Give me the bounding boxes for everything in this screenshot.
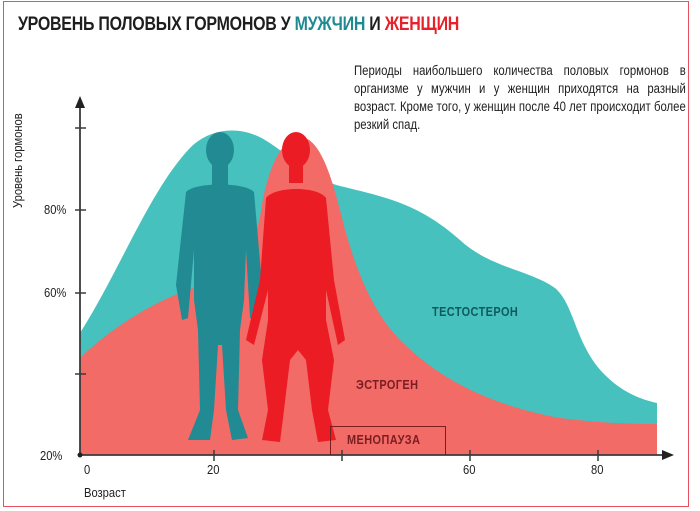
female-silhouette: [246, 132, 345, 442]
chart-title: УРОВЕНЬ ПОЛОВЫХ ГОРМОНОВ У МУЖЧИН И ЖЕНЩ…: [18, 14, 459, 36]
x-ticks: [213, 450, 599, 461]
x-axis-arrow-icon: [662, 450, 674, 460]
menopause-box: [330, 426, 446, 455]
y-tick-60: 60%: [44, 285, 67, 300]
x-tick-20: 20: [207, 462, 220, 477]
x-axis-label: Возраст: [84, 485, 126, 500]
chart-description: Периоды наибольшего количества половых г…: [354, 63, 686, 132]
title-men: МУЖЧИН: [294, 14, 366, 35]
y-tick-80: 80%: [44, 202, 67, 217]
title-prefix: УРОВЕНЬ ПОЛОВЫХ ГОРМОНОВ У: [18, 14, 295, 35]
male-silhouette: [176, 132, 262, 440]
image-frame: [3, 1, 689, 507]
x-tick-80: 80: [591, 462, 604, 477]
estrogen-label: ЭСТРОГЕН: [356, 377, 419, 392]
testosterone-label: ТЕСТОСТЕРОН: [432, 304, 519, 319]
x-tick-60: 60: [463, 462, 476, 477]
menopause-label: МЕНОПАУЗА: [347, 432, 421, 447]
y-axis-label: Уровень гормонов: [10, 113, 25, 208]
x-tick-0: 0: [84, 462, 91, 477]
y-tick-20: 20%: [40, 448, 63, 463]
y-axis-arrow-icon: [75, 96, 85, 108]
y-ticks: [75, 127, 86, 375]
title-women: ЖЕНЩИН: [384, 14, 460, 35]
title-middle: И: [365, 14, 385, 35]
